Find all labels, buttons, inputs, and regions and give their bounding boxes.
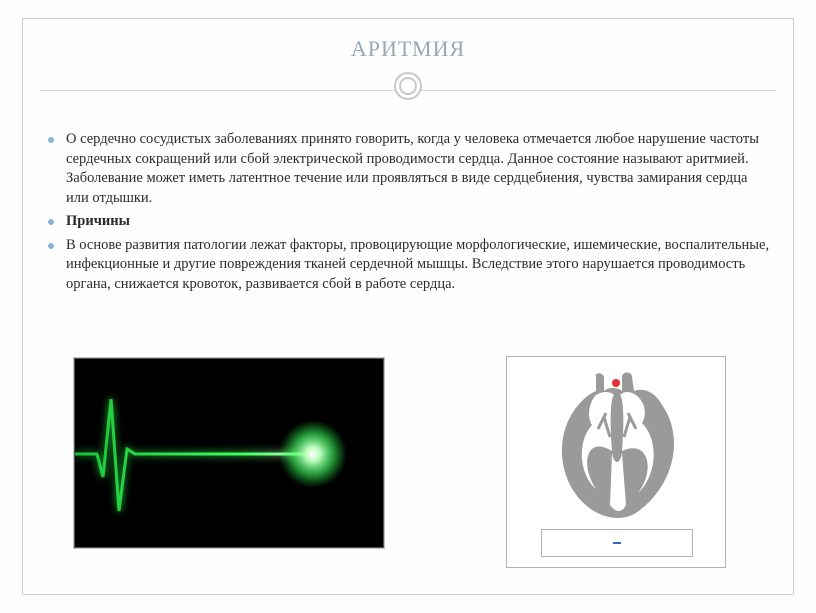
list-item: В основе развития патологии лежат фактор… [48, 236, 772, 295]
heart-image [506, 356, 726, 568]
slide-title: АРИТМИЯ [0, 36, 816, 62]
caption-dash-icon [613, 542, 621, 544]
heart-svg [536, 365, 696, 525]
ecg-image [74, 358, 384, 548]
content-area: О сердечно сосудистых заболеваниях приня… [48, 130, 772, 299]
ecg-svg [75, 359, 384, 548]
caption-box [541, 529, 693, 557]
ecg-dot-glow [279, 420, 347, 488]
circle-decoration-icon [394, 72, 422, 100]
list-item: О сердечно сосудистых заболеваниях приня… [48, 130, 772, 208]
heart-shape [562, 373, 674, 518]
heart-node-dot [612, 379, 620, 387]
list-item: Причины [48, 212, 772, 232]
slide: АРИТМИЯ О сердечно сосудистых заболевани… [0, 0, 816, 613]
bullet-list: О сердечно сосудистых заболеваниях приня… [48, 130, 772, 295]
images-row [0, 358, 816, 568]
